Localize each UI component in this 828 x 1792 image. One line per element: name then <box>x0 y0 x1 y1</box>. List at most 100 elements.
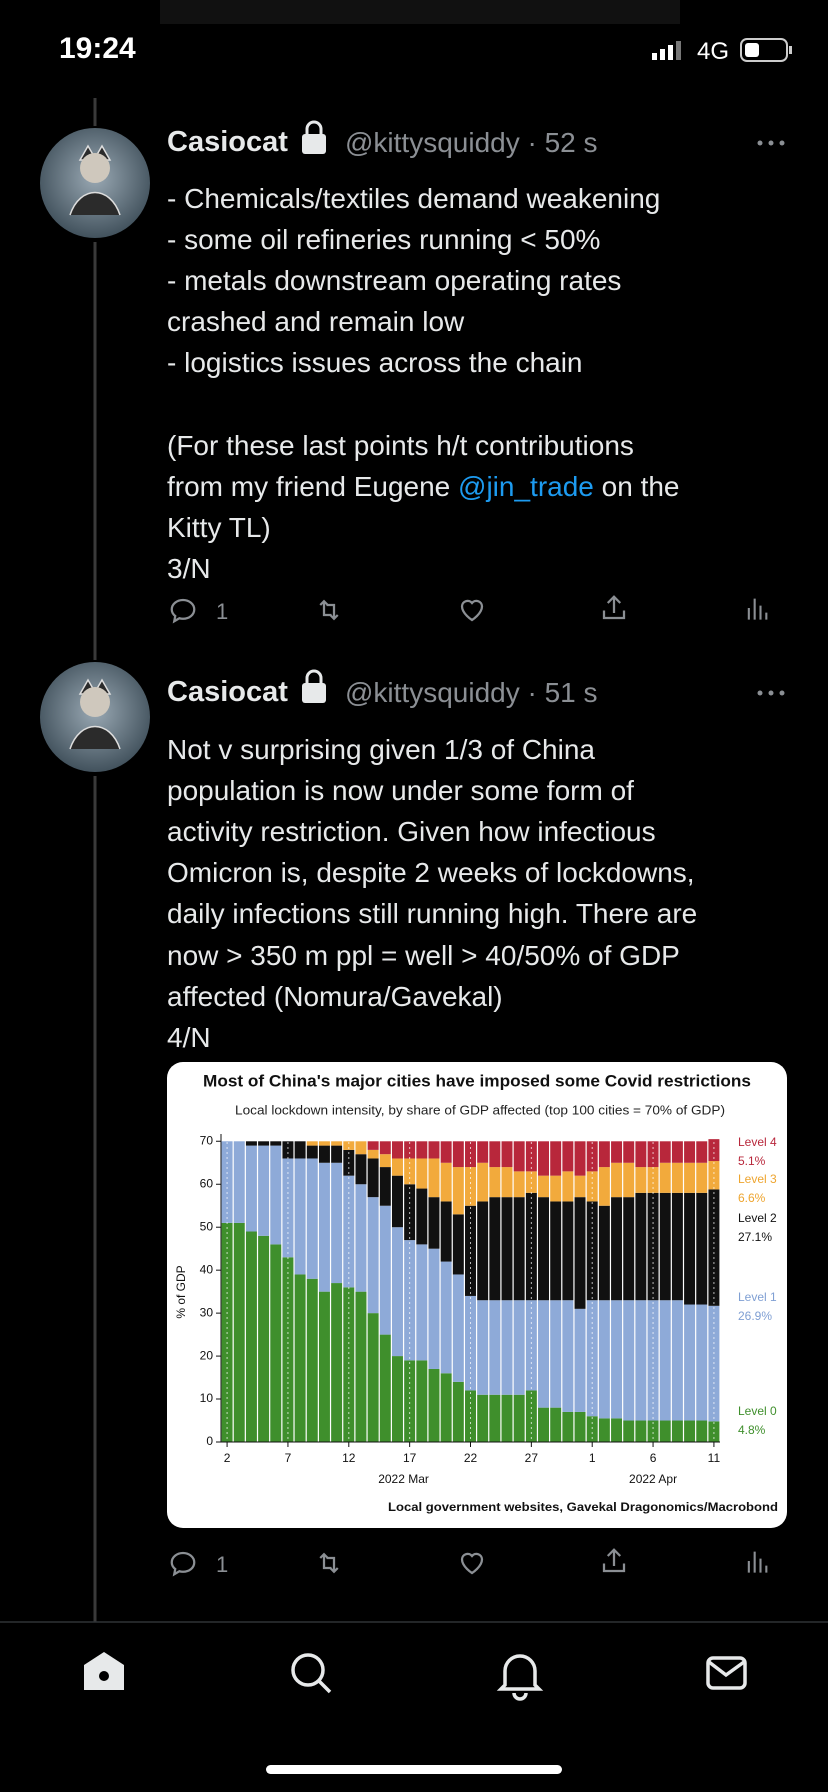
share-button[interactable] <box>602 595 626 620</box>
bar-segment <box>404 1141 416 1159</box>
bar-segment <box>489 1167 501 1198</box>
x-period-label: 2022 Apr <box>629 1472 677 1486</box>
lock-icon <box>302 120 326 154</box>
y-tick-label: 30 <box>200 1305 214 1319</box>
bar-segment <box>671 1162 683 1193</box>
like-button[interactable] <box>460 1552 484 1575</box>
bar-segment <box>331 1162 343 1284</box>
avatar[interactable] <box>40 662 150 772</box>
legend-label: Level 0 <box>738 1404 777 1418</box>
bar-segment <box>428 1248 440 1369</box>
bar-segment <box>258 1141 270 1146</box>
bar-segment <box>684 1420 696 1442</box>
more-button[interactable] <box>757 140 785 146</box>
search-tab[interactable] <box>291 1653 332 1694</box>
bar-segment <box>623 1141 635 1163</box>
bar-segment <box>416 1141 428 1159</box>
bar-segment <box>550 1201 562 1301</box>
stats-button[interactable] <box>747 1550 768 1574</box>
bar-segment <box>538 1197 550 1301</box>
bar-segment <box>513 1171 525 1198</box>
bar-segment <box>465 1390 476 1442</box>
bar-segment <box>343 1287 355 1442</box>
blurred-header <box>160 0 680 24</box>
notifications-tab[interactable] <box>496 1654 544 1701</box>
bar-segment <box>562 1411 574 1442</box>
more-button[interactable] <box>757 690 785 696</box>
bar-segment <box>245 1231 257 1442</box>
x-tick-label: 22 <box>464 1451 478 1465</box>
author-name[interactable]: Casiocat <box>167 126 288 158</box>
bar-segment <box>574 1175 586 1198</box>
bar-segment <box>270 1244 282 1442</box>
end-value-label: 4.8% <box>738 1423 766 1437</box>
y-tick-label: 20 <box>200 1348 214 1362</box>
bar-segment <box>659 1300 671 1421</box>
bar-segment <box>428 1368 440 1442</box>
like-button[interactable] <box>460 599 484 622</box>
bar-segment <box>635 1141 647 1168</box>
bar-segment <box>440 1162 452 1202</box>
lock-icon <box>302 669 326 703</box>
bar-segment <box>391 1227 403 1357</box>
y-tick-label: 60 <box>200 1176 214 1190</box>
stats-button[interactable] <box>747 597 768 621</box>
mention-link[interactable]: @jin_trade <box>458 470 594 502</box>
bar-segment <box>684 1192 696 1305</box>
chart-subtitle: Local lockdown intensity, by share of GD… <box>235 1102 725 1117</box>
bar-segment <box>623 1300 635 1421</box>
bar-segment <box>489 1197 501 1301</box>
bar-segment <box>696 1304 708 1421</box>
bar-segment <box>379 1167 391 1206</box>
reply-button[interactable] <box>170 598 196 623</box>
bar-segment <box>671 1141 683 1163</box>
end-value-label: 6.6% <box>738 1191 766 1205</box>
chart-card[interactable]: Most of China's major cities have impose… <box>167 1062 787 1528</box>
avatar[interactable] <box>40 128 150 238</box>
bar-segment <box>659 1192 671 1301</box>
bar-segment <box>452 1141 464 1168</box>
end-value-label: 27.1% <box>738 1230 772 1244</box>
bar-segment <box>428 1141 440 1159</box>
bar-segment <box>684 1162 696 1193</box>
status-network: 4G <box>697 38 730 65</box>
tweet-text-line: - some oil refineries running < 50% <box>167 224 601 256</box>
reply-button[interactable] <box>170 1551 196 1576</box>
bar-segment <box>550 1300 562 1408</box>
chart: Most of China's major cities have impose… <box>174 1071 778 1514</box>
retweet-button[interactable] <box>319 600 339 620</box>
legend-label: Level 4 <box>738 1135 777 1149</box>
home-tab[interactable] <box>84 1652 124 1690</box>
bar-segment <box>611 1141 623 1163</box>
bar-segment <box>477 1141 489 1163</box>
bar-segment <box>355 1154 367 1185</box>
bar-segment <box>550 1141 562 1176</box>
bar-segment <box>379 1154 391 1168</box>
bar-segment <box>659 1162 671 1193</box>
retweet-button[interactable] <box>319 1553 339 1573</box>
tweet-text-line: now > 350 m ppl = well > 40/50% of GDP <box>167 939 680 971</box>
bar-segment <box>635 1300 647 1421</box>
bar-segment <box>513 1141 525 1172</box>
x-tick-label: 1 <box>589 1451 596 1465</box>
bar-segment <box>684 1141 696 1163</box>
home-indicator <box>266 1765 562 1774</box>
tweet-text-line: - Chemicals/textiles demand weakening <box>167 183 661 214</box>
tweet-meta: @kittysquiddy · 51 s <box>345 677 598 708</box>
bar-segment <box>404 1360 416 1442</box>
signal <box>652 41 681 60</box>
tweet-text-line: affected (Nomura/Gavekal) <box>167 980 503 1012</box>
chart-title: Most of China's major cities have impose… <box>203 1071 751 1090</box>
bar-segment <box>598 1167 610 1206</box>
bar-segment <box>452 1381 464 1442</box>
bar-segment <box>525 1300 537 1391</box>
messages-tab[interactable] <box>706 1656 747 1690</box>
bar-segment <box>391 1356 403 1442</box>
bar-segment <box>440 1201 452 1262</box>
share-button[interactable] <box>602 1548 626 1573</box>
author-name[interactable]: Casiocat <box>167 676 288 708</box>
y-tick-label: 50 <box>200 1219 214 1233</box>
bar-segment <box>501 1197 513 1301</box>
bar-segment <box>671 1192 683 1301</box>
bar-segment <box>343 1141 355 1150</box>
